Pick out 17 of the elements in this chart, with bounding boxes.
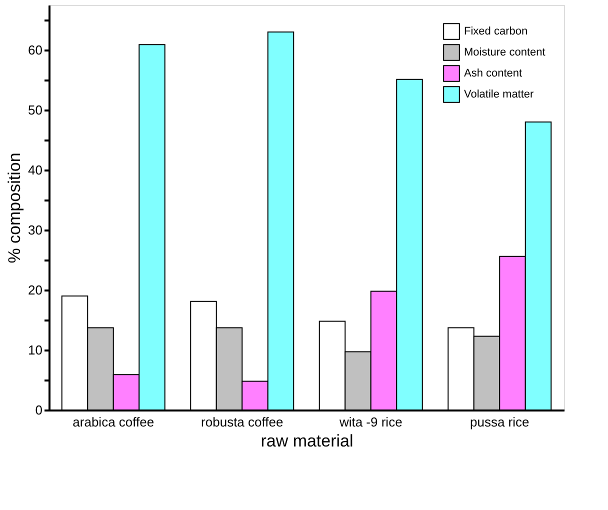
y-tick-label: 30 [28, 222, 42, 238]
y-axis-title: % composition [5, 152, 24, 264]
x-tick-label: robusta coffee [201, 414, 284, 430]
legend-label: Moisture content [464, 46, 546, 58]
legend-label: Ash content [464, 68, 522, 80]
y-tick-label: 40 [28, 162, 42, 178]
y-tick-label: 20 [28, 282, 42, 298]
legend-label: Fixed carbon [464, 26, 528, 38]
x-tick-label: wita -9 rice [338, 414, 402, 430]
y-tick-label: 0 [35, 402, 42, 418]
x-tick-label: arabica coffee [72, 414, 154, 430]
x-axis-title: raw material [260, 432, 354, 450]
y-tick-label: 50 [28, 102, 42, 118]
y-tick-label: 10 [28, 342, 42, 358]
x-tick-label: pussa rice [470, 414, 530, 430]
legend-label: Volatile matter [464, 88, 534, 100]
y-tick-label: 60 [28, 42, 42, 58]
